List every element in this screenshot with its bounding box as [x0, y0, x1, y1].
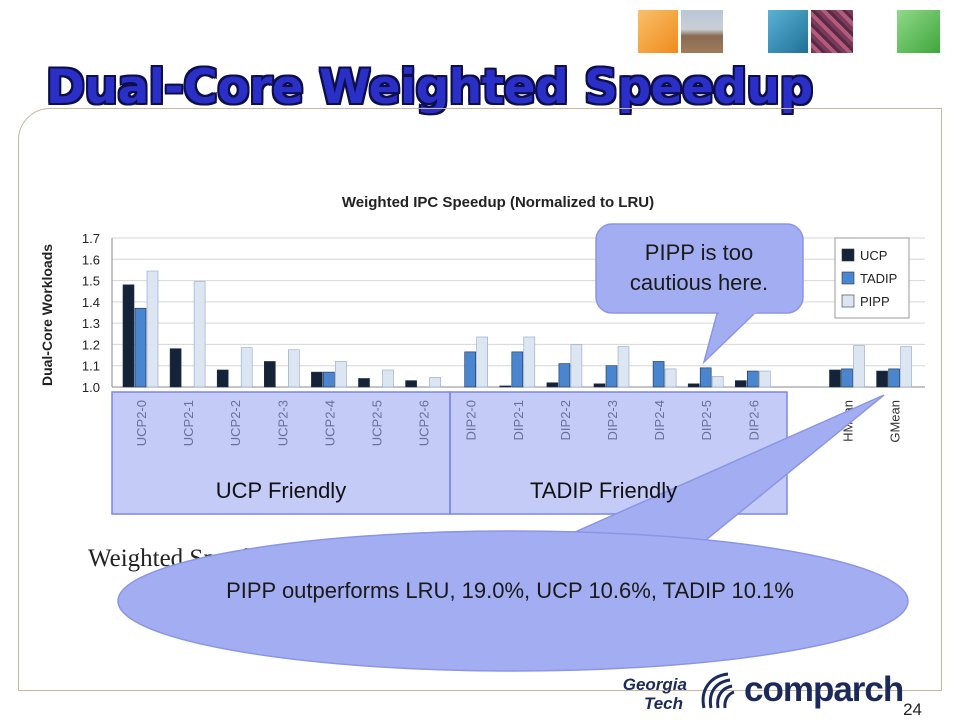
- bar-ucp-dip2-2: [546, 382, 559, 388]
- svg-text:Georgia: Georgia: [623, 675, 687, 694]
- bar-tadip-ucp2-4: [323, 371, 335, 388]
- bar-ucp-ucp2-6: [405, 380, 417, 388]
- callout-top-pointer: [702, 309, 760, 365]
- bar-tadip-dip2-6: [746, 370, 759, 388]
- bar-ucp-ucp2-3: [263, 361, 276, 388]
- circuit-photo-tile: [811, 10, 853, 53]
- bar-ucp-ucp2-1: [169, 348, 182, 388]
- bar-ucp-ucp2-5: [358, 378, 370, 388]
- chart-title: Weighted IPC Speedup (Normalized to LRU): [342, 194, 654, 211]
- legend: UCP TADIP PIPP: [834, 237, 910, 319]
- bar-pipp-dip2-1: [523, 336, 536, 388]
- bar-ucp-dip2-5: [687, 383, 700, 388]
- bar-tadip-dip2-0: [464, 351, 477, 388]
- georgia-tech-wordmark: Georgia Tech: [623, 675, 687, 713]
- page-number: 24: [903, 700, 922, 719]
- x-tick-label: GMean: [888, 400, 903, 443]
- bar-pipp-dip2-5: [711, 376, 724, 388]
- svg-text:Tech: Tech: [644, 694, 683, 712]
- bar-ucp-gmean: [876, 370, 888, 388]
- bar-series: [122, 270, 912, 388]
- legend-swatch-pipp: [841, 294, 855, 308]
- y-tick-label: 1.1: [82, 359, 100, 374]
- bar-ucp-ucp2-0: [122, 284, 135, 388]
- bar-pipp-gmean: [900, 346, 912, 388]
- svg-text:comparch: comparch: [744, 670, 903, 709]
- bar-tadip-dip2-5: [699, 367, 712, 388]
- slide-title: Dual-Core Weighted Speedup: [46, 60, 813, 115]
- bar-pipp-hmean: [853, 345, 865, 388]
- georgia-tech-logo: Georgia Tech: [597, 672, 689, 713]
- y-tick-label: 1.5: [82, 274, 100, 289]
- bar-tadip-dip2-3: [605, 365, 618, 388]
- green-tile: [897, 10, 940, 53]
- bar-pipp-dip2-6: [758, 370, 771, 388]
- ucp-friendly-group-box: [111, 391, 451, 515]
- bar-ucp-hmean: [829, 369, 841, 388]
- campus-photo-tile: [681, 10, 723, 53]
- bar-ucp-ucp2-2: [216, 369, 229, 388]
- content-frame: [18, 108, 942, 691]
- legend-swatch-ucp: [841, 248, 855, 262]
- bar-ucp-dip2-1: [499, 385, 512, 388]
- comparch-wordmark: comparch: [742, 668, 914, 717]
- legend-label-tadip: TADIP: [860, 271, 897, 286]
- y-axis-label: Dual-Core Workloads: [39, 244, 55, 386]
- y-tick-label: 1.7: [82, 231, 100, 246]
- bar-pipp-ucp2-0: [146, 270, 159, 388]
- bar-pipp-dip2-4: [664, 368, 677, 388]
- bar-pipp-dip2-2: [570, 344, 583, 388]
- bar-pipp-ucp2-6: [429, 377, 441, 388]
- bar-pipp-ucp2-1: [193, 281, 206, 388]
- callout-bottom-text: PIPP outperforms LRU, 19.0%, UCP 10.6%, …: [226, 578, 794, 603]
- y-tick-labels: 1.0 1.1 1.2 1.3 1.4 1.5 1.6 1.7: [82, 231, 100, 395]
- orange-tile: [638, 10, 678, 53]
- bar-pipp-dip2-3: [617, 346, 630, 388]
- bar-tadip-dip2-4: [652, 361, 665, 388]
- callout-top: [595, 223, 804, 314]
- bar-tadip-hmean: [841, 368, 853, 388]
- legend-label-ucp: UCP: [860, 248, 887, 263]
- bar-ucp-dip2-3: [593, 383, 606, 388]
- comparch-text: comparch: [744, 670, 904, 709]
- y-tick-label: 1.4: [82, 295, 100, 310]
- bar-pipp-ucp2-3: [287, 349, 300, 388]
- bar-tadip-dip2-2: [558, 363, 571, 388]
- tadip-friendly-label: TADIP Friendly: [530, 478, 678, 503]
- y-tick-label: 1.2: [82, 337, 100, 352]
- blue-tile: [768, 10, 808, 53]
- legend-swatch-tadip: [841, 271, 855, 285]
- callout-bottom-bubble: [117, 530, 909, 672]
- ucp-friendly-label: UCP Friendly: [215, 478, 347, 503]
- bar-pipp-ucp2-2: [240, 347, 253, 388]
- bar-ucp-dip2-6: [734, 380, 747, 388]
- comparch-swirl-icon: [696, 670, 740, 712]
- bar-tadip-ucp2-0: [134, 307, 147, 388]
- y-tick-label: 1.0: [82, 380, 100, 395]
- bar-tadip-gmean: [888, 368, 900, 388]
- bar-ucp-ucp2-4: [311, 371, 323, 388]
- y-tick-label: 1.6: [82, 252, 100, 267]
- bar-pipp-dip2-0: [476, 336, 489, 388]
- legend-label-pipp: PIPP: [860, 294, 890, 309]
- bar-pipp-ucp2-5: [382, 369, 394, 388]
- callout-top-text: PIPP is too cautious here.: [629, 240, 769, 295]
- y-tick-label: 1.3: [82, 316, 100, 331]
- bar-tadip-dip2-1: [511, 351, 524, 388]
- bar-pipp-ucp2-4: [335, 361, 347, 388]
